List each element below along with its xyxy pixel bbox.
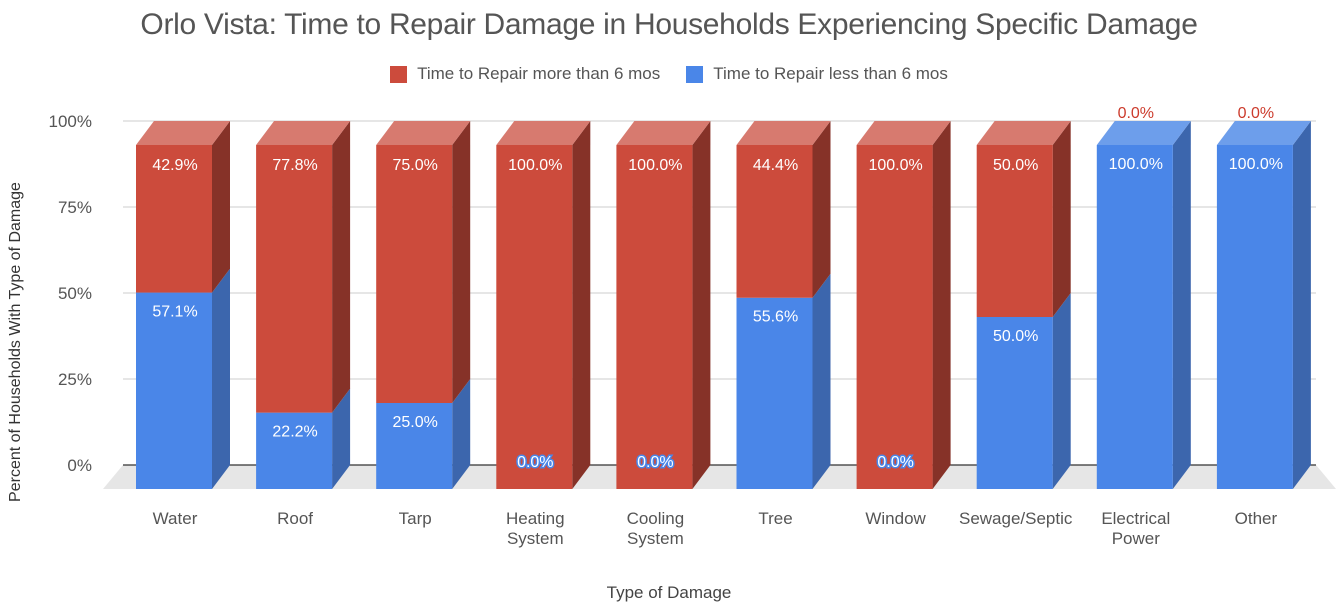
bar-more-cooling-system	[616, 145, 693, 489]
bar-top-heating-system	[496, 121, 591, 145]
legend-swatch-less-than-6-mos	[686, 65, 704, 83]
bar-more-heating-system	[496, 145, 573, 489]
data-label-more-tree: 44.4%	[753, 157, 798, 174]
bar-less-tree	[736, 297, 813, 489]
bar-side-less-tarp	[452, 379, 471, 489]
bar-side-more-heating-system	[572, 121, 591, 489]
data-label-more-sewage-septic: 50.0%	[993, 157, 1038, 174]
y-tick-label: 100%	[49, 112, 92, 131]
bar-more-tree	[736, 145, 813, 298]
x-category-label-sewage-septic: Sewage/Septic	[959, 509, 1073, 528]
data-label-less-tarp: 25.0%	[393, 414, 438, 431]
legend-label-more-than-6-mos: Time to Repair more than 6 mos	[417, 64, 661, 83]
x-category-label-tree: Tree	[758, 509, 792, 528]
data-label-more-heating-system: 100.0%	[508, 157, 562, 174]
bar-side-more-sewage-septic	[1052, 121, 1071, 317]
bar-side-more-window	[932, 121, 951, 489]
data-label-less-tree: 55.6%	[753, 309, 798, 326]
legend: Time to Repair more than 6 mos Time to R…	[0, 64, 1338, 84]
bar-less-tarp	[376, 403, 453, 489]
data-label-more-cooling-system: 100.0%	[628, 157, 682, 174]
bar-less-water	[136, 292, 212, 489]
data-label-less-window: 0.0%	[877, 454, 913, 471]
legend-item-less-than-6-mos[interactable]: Time to Repair less than 6 mos	[686, 64, 948, 84]
bar-side-more-cooling-system	[692, 121, 711, 489]
data-label-more-roof: 77.8%	[272, 157, 317, 174]
data-label-more-other: 0.0%	[1238, 105, 1274, 122]
bar-less-other	[1216, 145, 1293, 489]
bar-top-tree	[736, 121, 831, 145]
data-label-less-water: 57.1%	[152, 304, 197, 321]
x-category-label-electrical-power: Electrical Power	[1101, 509, 1170, 548]
x-category-label-cooling-system: Cooling System	[627, 509, 685, 548]
bar-side-more-roof	[332, 121, 351, 413]
bar-more-window	[856, 145, 933, 489]
y-tick-label: 25%	[58, 370, 92, 389]
bar-side-less-water	[212, 268, 230, 489]
y-axis-title: Percent of Households With Type of Damag…	[7, 182, 24, 502]
bar-top-roof	[256, 121, 351, 145]
bar-top-sewage-septic	[976, 121, 1071, 145]
data-label-more-window: 100.0%	[868, 157, 922, 174]
bar-side-less-sewage-septic	[1052, 293, 1071, 489]
bar-side-more-tarp	[452, 121, 471, 403]
bar-side-more-water	[212, 121, 230, 293]
bar-top-cooling-system	[616, 121, 711, 145]
bar-side-less-roof	[332, 388, 351, 489]
data-label-less-roof: 22.2%	[272, 424, 317, 441]
bar-more-roof	[256, 145, 333, 413]
bar-side-more-tree	[812, 121, 831, 298]
bar-top-electrical-power	[1096, 121, 1191, 145]
data-label-less-electrical-power: 100.0%	[1109, 156, 1163, 173]
bar-top-water	[136, 121, 230, 145]
chart-title: Orlo Vista: Time to Repair Damage in Hou…	[140, 8, 1198, 41]
x-category-label-tarp: Tarp	[399, 509, 432, 528]
x-category-label-window: Window	[865, 509, 926, 528]
bar-more-tarp	[376, 145, 453, 403]
y-tick-label: 50%	[58, 284, 92, 303]
legend-label-less-than-6-mos: Time to Repair less than 6 mos	[713, 64, 948, 83]
bar-less-sewage-septic	[976, 317, 1053, 489]
x-axis-title: Type of Damage	[606, 583, 732, 602]
x-category-label-other: Other	[1235, 509, 1278, 528]
bar-side-less-tree	[812, 273, 831, 489]
data-label-more-water: 42.9%	[152, 157, 197, 174]
bar-less-roof	[256, 412, 333, 489]
data-label-less-heating-system: 0.0%	[517, 454, 553, 471]
data-label-more-electrical-power: 0.0%	[1118, 105, 1154, 122]
data-label-less-sewage-septic: 50.0%	[993, 328, 1038, 345]
bar-top-tarp	[376, 121, 471, 145]
y-tick-label: 75%	[58, 198, 92, 217]
y-tick-label: 0%	[67, 456, 92, 475]
x-category-label-heating-system: Heating System	[506, 509, 565, 548]
data-label-more-tarp: 75.0%	[393, 157, 438, 174]
legend-swatch-more-than-6-mos	[390, 65, 408, 83]
bar-side-less-electrical-power	[1172, 121, 1191, 489]
x-category-label-water: Water	[153, 509, 198, 528]
bar-more-sewage-septic	[976, 145, 1053, 317]
data-label-less-other: 100.0%	[1229, 156, 1283, 173]
bar-top-window	[856, 121, 951, 145]
bar-side-less-other	[1292, 121, 1311, 489]
legend-item-more-than-6-mos[interactable]: Time to Repair more than 6 mos	[390, 64, 660, 84]
bar-more-water	[136, 145, 212, 293]
x-category-label-roof: Roof	[277, 509, 313, 528]
bar-less-electrical-power	[1096, 145, 1173, 489]
data-label-less-cooling-system: 0.0%	[637, 454, 673, 471]
bar-top-other	[1216, 121, 1311, 145]
